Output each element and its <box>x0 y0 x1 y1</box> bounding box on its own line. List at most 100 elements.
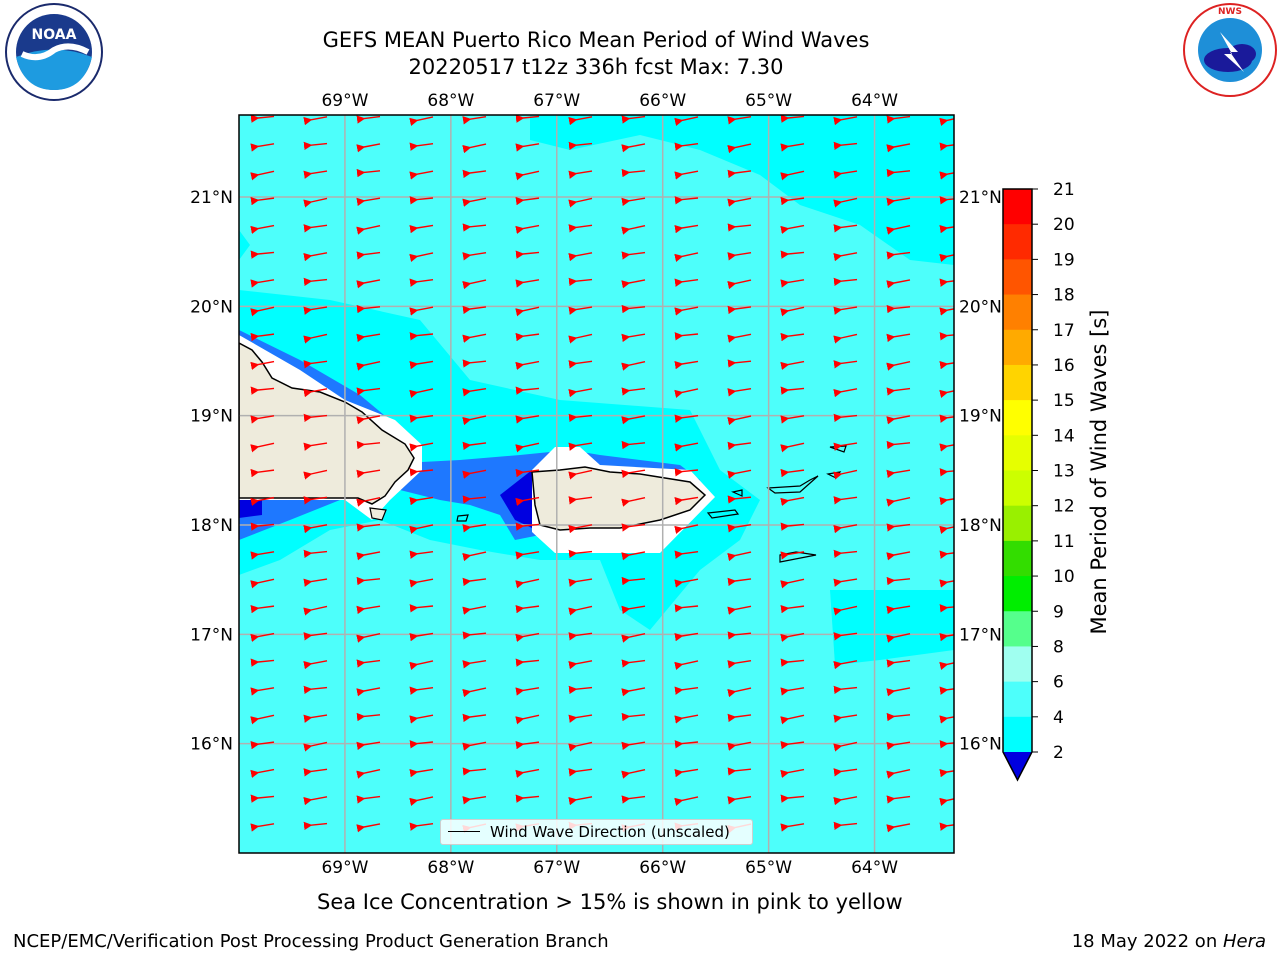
wind-wave-arrow <box>780 604 805 614</box>
wind-wave-arrow <box>780 578 805 589</box>
wind-wave-arrow <box>515 332 540 342</box>
wind-wave-arrow <box>356 415 381 425</box>
wind-wave-arrow <box>886 605 911 615</box>
wind-wave-arrow <box>250 442 275 453</box>
wind-wave-arrow <box>939 414 954 423</box>
wind-wave-arrow <box>727 169 752 179</box>
wind-wave-arrow <box>409 468 434 477</box>
wind-wave-arrow <box>303 413 328 423</box>
wind-wave-arrow <box>939 360 954 370</box>
wind-wave-arrow <box>515 143 540 152</box>
wind-wave-arrow <box>886 523 911 532</box>
colorbar-tick-label: 11 <box>1053 532 1075 552</box>
wind-wave-arrow <box>939 661 954 671</box>
wind-wave-arrow <box>780 823 805 832</box>
wind-wave-arrow <box>886 387 911 396</box>
wind-wave-arrow <box>727 605 752 615</box>
wind-wave-arrow <box>568 660 593 670</box>
wind-wave-arrow <box>780 687 805 696</box>
wind-wave-arrow <box>727 795 752 805</box>
lon-tick-bottom: 64°W <box>851 858 898 878</box>
wind-wave-arrow <box>621 360 646 371</box>
wind-wave-arrow <box>674 740 699 749</box>
wind-wave-arrow <box>409 524 434 535</box>
island-outline <box>706 509 740 519</box>
wind-wave-arrow <box>409 170 434 180</box>
chart-subtitle: 20220517 t12z 336h fcst Max: 7.30 <box>408 55 784 79</box>
island-outline <box>766 475 819 494</box>
wind-wave-arrow <box>621 712 646 722</box>
wind-wave-arrow <box>303 197 328 208</box>
wind-wave-arrow <box>727 495 752 504</box>
wind-wave-arrow <box>833 469 858 480</box>
wind-wave-arrow <box>462 223 487 232</box>
legend-line-swatch <box>448 831 480 832</box>
wind-wave-arrow <box>780 279 805 288</box>
wind-wave-arrow <box>621 115 646 124</box>
colorbar-tick-label: 6 <box>1053 673 1064 693</box>
wind-wave-arrow <box>462 305 487 315</box>
wind-wave-arrow <box>674 578 699 588</box>
wind-wave-arrow <box>303 224 328 233</box>
wind-wave-arrow <box>515 279 540 288</box>
wind-wave-arrow <box>462 631 487 640</box>
wind-wave-arrow <box>356 795 381 804</box>
wind-wave-arrow <box>727 767 752 776</box>
lat-tick-left: 20°N <box>190 297 233 317</box>
wind-wave-arrow <box>462 687 487 698</box>
wind-wave-arrow <box>462 495 487 504</box>
lon-tick-top: 64°W <box>851 91 898 111</box>
wind-wave-arrow <box>409 306 434 316</box>
wind-wave-arrow <box>356 823 381 833</box>
lat-tick-left: 16°N <box>190 735 233 755</box>
wind-wave-arrow <box>674 468 699 477</box>
wind-wave-arrow <box>568 578 593 587</box>
wind-wave-arrow <box>674 686 699 695</box>
wind-wave-arrow <box>674 714 699 724</box>
wind-wave-arrow <box>674 388 699 399</box>
lat-tick-right: 21°N <box>959 188 1002 208</box>
wind-wave-arrow <box>833 496 858 505</box>
wind-wave-arrow <box>409 796 434 807</box>
chart-title: GEFS MEAN Puerto Rico Mean Period of Win… <box>322 28 870 52</box>
wind-wave-arrow <box>780 196 805 206</box>
wind-wave-arrow <box>833 388 858 398</box>
footer-date: 18 May 2022 on Hera <box>1072 931 1266 952</box>
wind-wave-arrow <box>250 332 275 342</box>
wind-wave-arrow <box>515 714 540 725</box>
wind-wave-arrow <box>250 823 275 832</box>
wind-wave-arrow <box>674 360 699 370</box>
wind-wave-arrow <box>939 468 954 477</box>
wind-wave-arrow <box>727 687 752 698</box>
wind-wave-arrow <box>409 332 434 341</box>
wind-wave-arrow <box>462 387 487 397</box>
wind-wave-arrow <box>939 496 954 506</box>
wind-wave-arrow <box>780 415 805 424</box>
period-4to6-patch <box>830 590 954 665</box>
wind-wave-arrow <box>833 741 858 752</box>
lon-tick-bottom: 68°W <box>427 858 474 878</box>
colorbar-segment <box>1003 576 1032 612</box>
wind-wave-arrow <box>515 768 540 779</box>
wind-wave-arrow <box>462 659 487 669</box>
wind-wave-arrow <box>250 468 275 478</box>
wind-wave-arrow <box>621 251 646 260</box>
wind-wave-arrow <box>409 604 434 613</box>
wind-wave-arrow <box>568 333 593 344</box>
noaa-logo-text: NOAA <box>32 27 77 43</box>
wind-wave-arrow <box>833 549 858 559</box>
map-legend: Wind Wave Direction (unscaled) <box>440 819 753 845</box>
wind-wave-arrow <box>250 415 275 424</box>
wind-wave-arrow <box>886 659 911 668</box>
wind-wave-arrow <box>886 115 911 124</box>
colorbar-tick-label: 20 <box>1053 215 1075 235</box>
wind-wave-arrow <box>515 740 540 750</box>
wind-wave-arrow <box>727 415 752 426</box>
wind-wave-arrow <box>674 252 699 263</box>
lat-tick-right: 16°N <box>959 735 1002 755</box>
wind-wave-arrow <box>462 713 487 723</box>
wind-wave-arrow <box>568 524 593 534</box>
wind-wave-arrow <box>886 741 911 751</box>
colorbar-tick-label: 9 <box>1053 602 1064 622</box>
wind-wave-arrow <box>939 332 954 341</box>
